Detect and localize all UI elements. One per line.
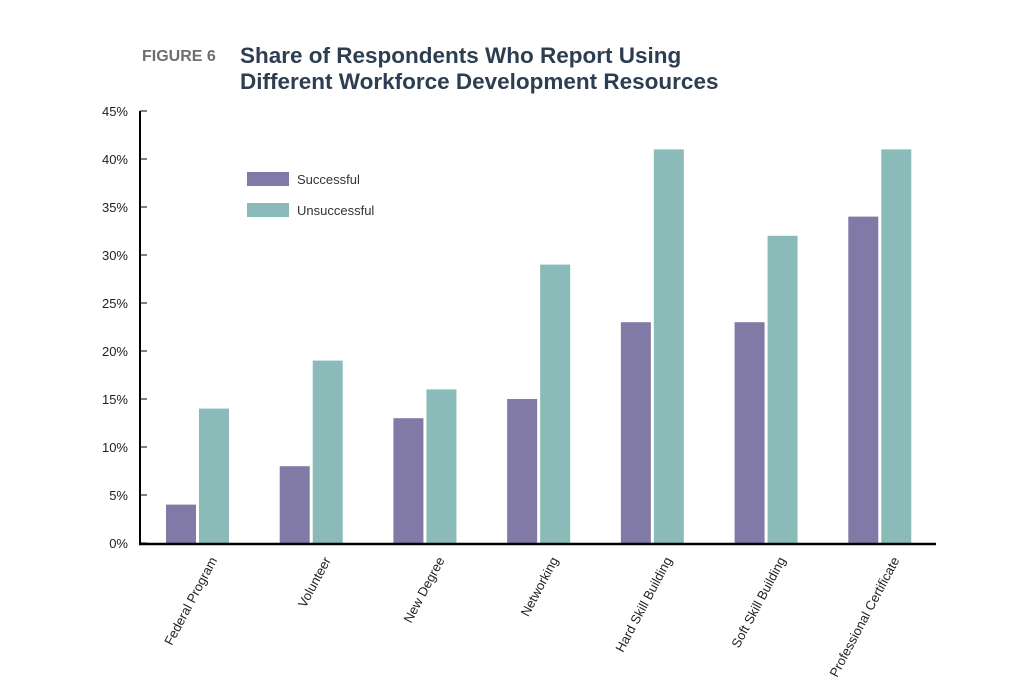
bar-successful-new-degree <box>393 418 424 543</box>
bar-group-new-degree <box>393 389 457 543</box>
y-tick-label: 30% <box>102 248 128 263</box>
y-tick-label: 40% <box>102 152 128 167</box>
y-tick-label: 5% <box>109 488 128 503</box>
bar-unsuccessful-soft-skill-building <box>767 235 798 544</box>
x-tick-label: Hard Skill Building <box>612 554 675 654</box>
bar-unsuccessful-federal-program <box>199 408 229 543</box>
legend-swatch-unsuccessful <box>247 203 289 217</box>
legend-label-successful: Successful <box>297 172 360 187</box>
legend-label-unsuccessful: Unsuccessful <box>297 203 374 218</box>
figure-number: FIGURE 6 <box>142 48 216 65</box>
bar-successful-networking <box>507 399 538 543</box>
x-tick-label: Volunteer <box>295 554 334 610</box>
y-tick-label: 25% <box>102 296 128 311</box>
bar-successful-hard-skill-building <box>620 322 651 543</box>
bars <box>166 149 912 544</box>
y-tick-label: 45% <box>102 104 128 119</box>
y-axis: 0% 5% 10% 15% 20% 25% 30% 35% 40% 45% <box>102 104 147 551</box>
y-tick-label: 0% <box>109 536 128 551</box>
chart-title-line-2: Different Workforce Development Resource… <box>240 69 719 94</box>
y-tick-label: 15% <box>102 392 128 407</box>
bar-successful-volunteer <box>279 466 310 543</box>
bar-group-professional-certificate <box>848 149 912 543</box>
x-tick-label: New Degree <box>400 554 447 625</box>
bar-group-networking <box>507 264 571 543</box>
x-axis: Federal Program Volunteer New Degree Networ… <box>139 542 936 679</box>
bar-unsuccessful-professional-certificate <box>881 149 912 543</box>
bar-group-volunteer <box>279 360 343 543</box>
bar-successful-soft-skill-building <box>734 322 765 543</box>
x-tick-label: Federal Program <box>161 554 220 647</box>
bar-unsuccessful-networking <box>540 264 571 543</box>
bar-group-federal-program <box>166 408 229 543</box>
bar-successful-federal-program <box>166 504 196 543</box>
bar-unsuccessful-volunteer <box>312 360 343 543</box>
y-tick-label: 35% <box>102 200 128 215</box>
bar-unsuccessful-hard-skill-building <box>653 149 684 543</box>
bar-unsuccessful-new-degree <box>426 389 457 543</box>
x-tick-label: Soft Skill Building <box>728 554 788 650</box>
y-tick-label: 10% <box>102 440 128 455</box>
bar-successful-professional-certificate <box>848 216 879 543</box>
bar-group-soft-skill-building <box>734 235 798 544</box>
chart-title-line-1: Share of Respondents Who Report Using <box>240 43 682 68</box>
x-tick-label: Networking <box>518 554 562 618</box>
y-tick-label: 20% <box>102 344 128 359</box>
legend: Successful Unsuccessful <box>247 172 374 218</box>
x-tick-label: Professional Certificate <box>826 554 902 679</box>
legend-swatch-successful <box>247 172 289 186</box>
chart-title: Share of Respondents Who Report Using Di… <box>240 43 718 95</box>
bar-group-hard-skill-building <box>620 149 684 543</box>
